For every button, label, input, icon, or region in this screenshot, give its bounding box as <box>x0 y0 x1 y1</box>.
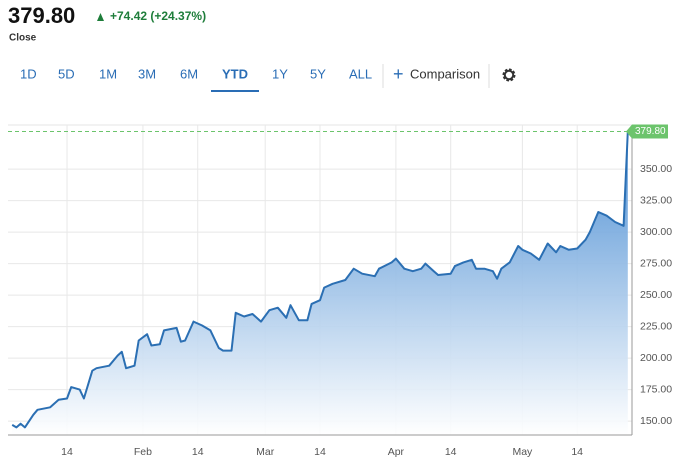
x-tick-label: 14 <box>445 446 457 458</box>
price-change: +74.42 (+24.37%) <box>110 9 206 23</box>
area <box>12 131 628 435</box>
range-button[interactable]: 3M <box>138 66 156 81</box>
active-underline <box>211 90 259 92</box>
y-tick-label: 350.00 <box>640 163 672 175</box>
range-buttons: 1D 5D 1M 3M 6M YTD 1Y 5Y ALL <box>20 66 372 92</box>
range-button[interactable]: YTD <box>222 66 248 81</box>
y-tick-label: 200.00 <box>640 352 672 364</box>
last-price-tag <box>626 124 668 139</box>
range-button[interactable]: 6M <box>180 66 198 81</box>
x-tick-label: Mar <box>256 446 275 458</box>
last-price-label: 379.80 <box>635 126 666 137</box>
y-tick-label: 325.00 <box>640 194 672 206</box>
x-tick-label: 14 <box>314 446 326 458</box>
x-tick-label: Apr <box>388 446 405 458</box>
x-tick-label: May <box>512 446 533 458</box>
y-tick-label: 225.00 <box>640 320 672 332</box>
x-tick-label: 14 <box>61 446 73 458</box>
range-button[interactable]: 1D <box>20 66 37 81</box>
up-arrow <box>97 13 104 21</box>
x-tick-label: 14 <box>571 446 583 458</box>
range-button[interactable]: ALL <box>349 66 372 81</box>
range-button[interactable]: 5Y <box>310 66 326 81</box>
y-tick-label: 250.00 <box>640 289 672 301</box>
settings-icon[interactable] <box>502 68 516 82</box>
price-line <box>11 131 629 429</box>
plus-icon[interactable]: + <box>393 64 404 84</box>
y-tick-label: 275.00 <box>640 257 672 269</box>
range-button[interactable]: 1Y <box>272 66 288 81</box>
comparison-button[interactable]: Comparison <box>410 66 480 81</box>
y-tick-label: 300.00 <box>640 226 672 238</box>
range-button[interactable]: 1M <box>99 66 117 81</box>
price: 379.80 <box>8 3 75 28</box>
x-tick-label: Feb <box>134 446 152 458</box>
plot: 150.00 175.00 200.00 225.00 250.00 275.00 300.… <box>8 124 672 458</box>
x-tick-label: 14 <box>192 446 204 458</box>
range-button[interactable]: 5D <box>58 66 75 81</box>
caption: Close <box>9 33 37 44</box>
y-tick-label: 175.00 <box>640 383 672 395</box>
y-tick-label: 150.00 <box>640 415 672 427</box>
